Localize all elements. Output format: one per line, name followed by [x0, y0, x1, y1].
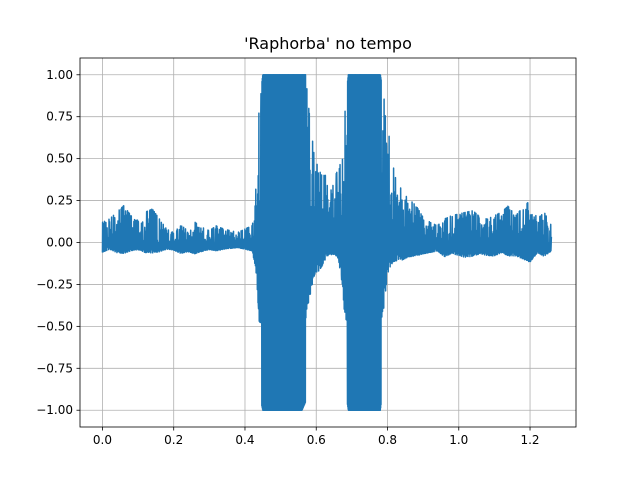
y-tick-label: 0.75	[46, 110, 73, 124]
x-tick-label: 0.6	[307, 433, 326, 447]
plot-frame	[79, 57, 577, 428]
x-tick-label: 0.2	[164, 433, 183, 447]
x-tick-label: 0.0	[93, 433, 112, 447]
x-tick-label: 1.0	[449, 433, 468, 447]
ticks: 0.0 0.2 0.4 0.6 0.8 1.0 1.2 1.00 0.75 0.50 0.25 0.0…	[36, 68, 539, 447]
y-tick-label: 0.00	[46, 236, 73, 250]
y-tick-label: −1.00	[36, 403, 73, 417]
y-tick-label: −0.25	[36, 277, 73, 291]
y-tick-label: −0.75	[36, 361, 73, 375]
x-tick-label: 1.2	[520, 433, 539, 447]
series-group	[101, 74, 553, 411]
y-tick-label: 0.25	[46, 194, 73, 208]
y-tick-label: −0.50	[36, 319, 73, 333]
x-tick-label: 0.4	[235, 433, 254, 447]
y-tick-label: 1.00	[46, 68, 73, 82]
y-tick-label: 0.50	[46, 152, 73, 166]
x-tick-label: 0.8	[378, 433, 397, 447]
waveform-series-line	[101, 74, 553, 411]
chart-title: 'Raphorba' no tempo	[244, 34, 412, 53]
